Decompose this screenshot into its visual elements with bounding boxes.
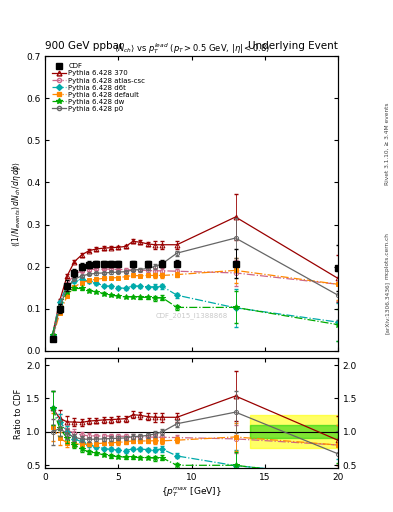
Text: [arXiv:1306.3436]: [arXiv:1306.3436] — [385, 281, 389, 334]
Text: Rivet 3.1.10, ≥ 3.4M events: Rivet 3.1.10, ≥ 3.4M events — [385, 102, 389, 185]
Text: Underlying Event: Underlying Event — [248, 41, 338, 51]
Title: $\langle N_{ch}\rangle$ vs $p_T^{lead}$ ($p_T > 0.5$ GeV, $|\eta| < 0.8$): $\langle N_{ch}\rangle$ vs $p_T^{lead}$ … — [114, 41, 270, 56]
Y-axis label: Ratio to CDF: Ratio to CDF — [14, 389, 23, 438]
Y-axis label: $\langle(1/N_{events})\, dN_{ch}/d\eta\, d\phi\rangle$: $\langle(1/N_{events})\, dN_{ch}/d\eta\,… — [10, 160, 23, 247]
Text: CDF_2015_I1388868: CDF_2015_I1388868 — [156, 312, 228, 319]
Text: 900 GeV ppbar: 900 GeV ppbar — [45, 41, 123, 51]
Bar — [250, 425, 338, 438]
X-axis label: $\{p_T^{max}$ [GeV]$\}$: $\{p_T^{max}$ [GeV]$\}$ — [161, 485, 222, 499]
Legend: CDF, Pythia 6.428 370, Pythia 6.428 atlas-csc, Pythia 6.428 d6t, Pythia 6.428 de: CDF, Pythia 6.428 370, Pythia 6.428 atla… — [51, 63, 146, 112]
Text: mcplots.cern.ch: mcplots.cern.ch — [385, 232, 389, 280]
Bar — [250, 415, 338, 449]
